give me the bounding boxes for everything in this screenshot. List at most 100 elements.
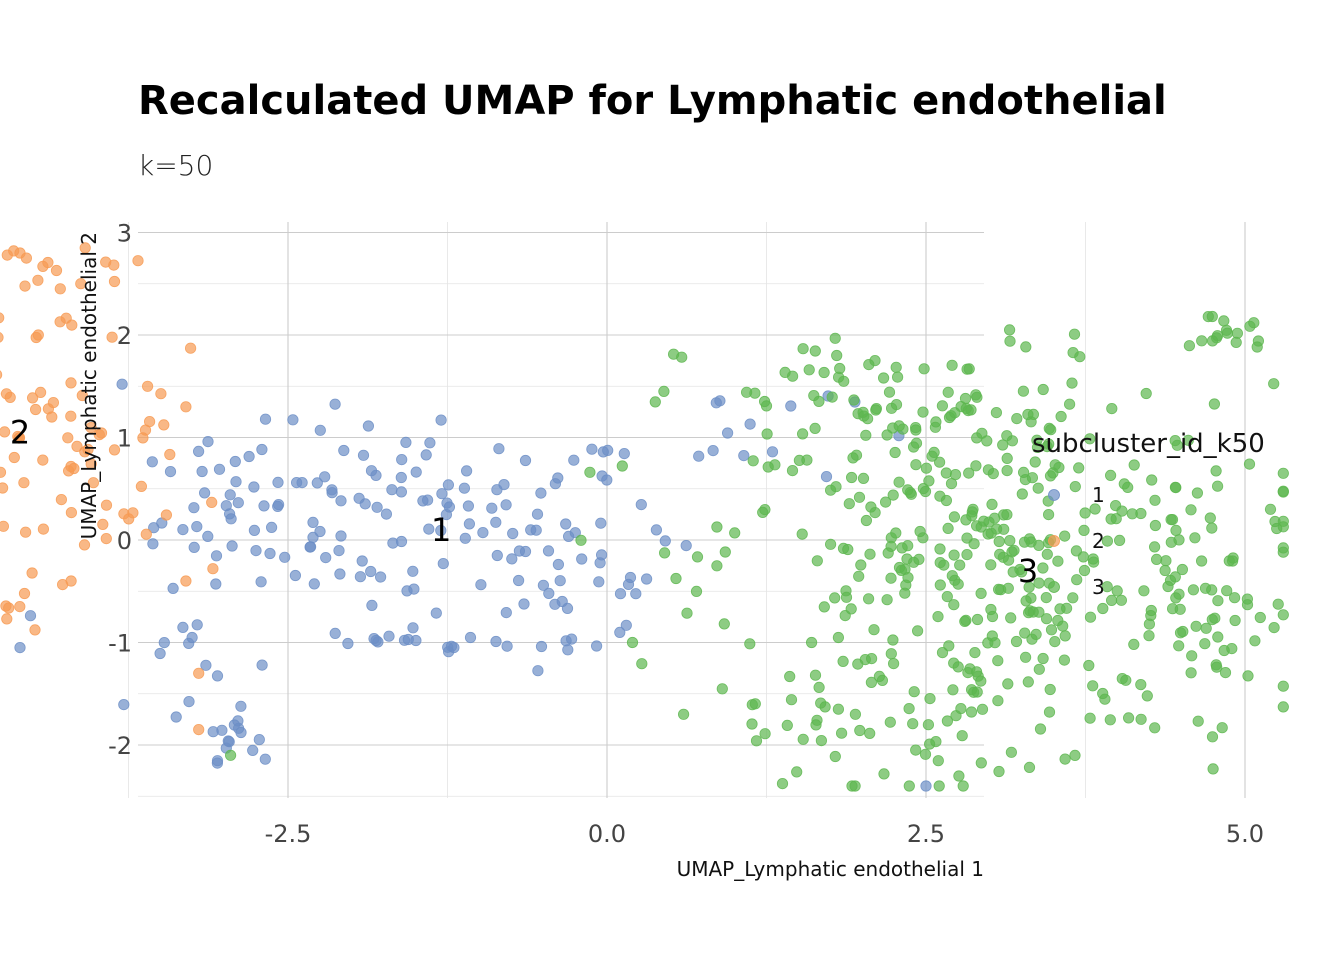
data-point — [79, 446, 91, 458]
data-point — [832, 631, 845, 644]
x-tick-label: -2.5 — [265, 820, 312, 848]
data-point — [34, 386, 47, 398]
data-point — [1277, 609, 1289, 621]
data-point — [1064, 398, 1076, 410]
data-point — [961, 532, 973, 544]
data-point — [797, 343, 809, 355]
data-point — [1159, 564, 1171, 577]
data-point — [1033, 663, 1045, 675]
data-point — [992, 655, 1004, 667]
data-point — [65, 575, 77, 587]
data-point — [1169, 481, 1182, 493]
data-point — [188, 502, 200, 514]
data-point — [1023, 761, 1036, 774]
data-point — [230, 476, 242, 488]
series-3 — [225, 310, 1289, 792]
x-tick-label: 0.0 — [588, 820, 626, 848]
data-point — [1019, 651, 1032, 663]
data-point — [970, 460, 982, 472]
data-point — [884, 716, 896, 728]
data-point — [934, 556, 946, 569]
data-point — [635, 498, 647, 511]
data-point — [1173, 640, 1185, 652]
data-point — [933, 780, 945, 792]
data-point — [933, 456, 946, 468]
data-point — [0, 332, 4, 343]
data-point — [1122, 481, 1134, 493]
data-point — [947, 684, 959, 696]
legend-swatch-2 — [1048, 535, 1060, 547]
data-point — [865, 652, 878, 665]
data-point — [395, 471, 407, 484]
data-point — [170, 711, 182, 723]
cluster-label-3: 3 — [1018, 552, 1038, 590]
data-point — [20, 526, 32, 538]
y-axis-label: UMAP_Lymphatic endothelial 2 — [77, 232, 101, 539]
data-point — [1241, 599, 1254, 611]
data-point — [1059, 530, 1071, 542]
data-point — [1043, 508, 1055, 521]
data-point — [881, 429, 893, 441]
data-point — [542, 545, 555, 557]
data-point — [718, 618, 730, 630]
data-point — [513, 545, 526, 557]
data-point — [918, 363, 930, 375]
legend-title: subcluster_id_k50 — [1032, 429, 1265, 459]
data-point — [501, 640, 513, 652]
data-point — [961, 548, 973, 561]
data-point — [932, 610, 944, 623]
data-point — [862, 593, 875, 605]
data-point — [865, 676, 878, 689]
data-point — [1120, 674, 1132, 686]
data-point — [1141, 690, 1153, 702]
data-point — [924, 692, 936, 705]
data-point — [62, 432, 74, 444]
data-point — [148, 522, 160, 534]
data-point — [1004, 534, 1016, 547]
data-point — [100, 532, 112, 545]
data-point — [832, 703, 845, 715]
x-tick-label: 2.5 — [907, 820, 945, 848]
data-point — [1033, 539, 1045, 552]
data-point — [758, 395, 771, 408]
grid-lines — [128, 222, 1246, 798]
data-point — [857, 472, 870, 484]
data-point — [154, 647, 166, 660]
data-point — [883, 386, 896, 398]
data-point — [813, 681, 825, 694]
data-point — [430, 607, 442, 619]
data-point — [18, 477, 30, 489]
data-point — [1210, 465, 1222, 477]
data-point — [493, 443, 505, 455]
data-point — [225, 749, 237, 761]
data-point — [923, 475, 935, 487]
data-point — [785, 694, 798, 706]
data-point — [1078, 524, 1090, 537]
data-point — [1017, 466, 1030, 478]
data-point — [491, 549, 503, 562]
data-point — [180, 575, 192, 587]
data-point — [85, 458, 97, 470]
data-point — [1190, 620, 1202, 632]
data-point — [1049, 635, 1061, 648]
data-point — [893, 476, 905, 488]
data-point — [811, 555, 823, 567]
data-point — [354, 571, 366, 583]
data-point — [223, 736, 235, 748]
data-point — [371, 501, 383, 513]
data-point — [1229, 592, 1241, 604]
data-point — [1114, 534, 1126, 547]
data-point — [1185, 504, 1197, 516]
data-point — [1199, 638, 1211, 650]
data-point — [873, 670, 886, 683]
data-point — [518, 598, 530, 610]
data-point — [899, 563, 911, 575]
data-point — [402, 633, 414, 646]
data-point — [500, 606, 512, 619]
data-point — [749, 698, 761, 710]
data-point — [1128, 459, 1140, 471]
data-point — [975, 757, 987, 769]
data-point — [368, 632, 380, 645]
data-point — [335, 495, 347, 507]
data-point — [1044, 683, 1056, 696]
